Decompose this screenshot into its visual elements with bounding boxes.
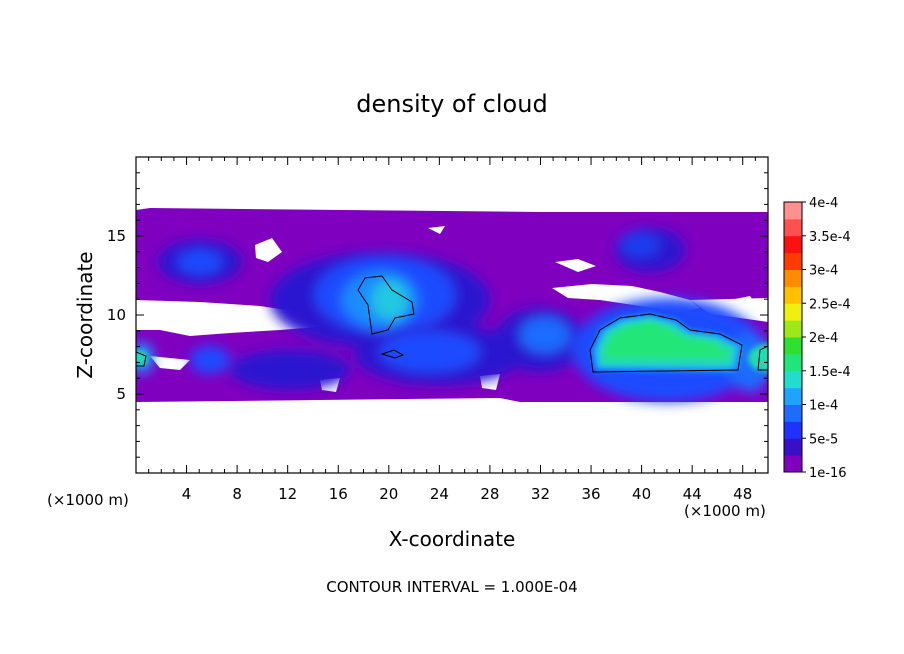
z-tick-label: 5 <box>116 385 126 403</box>
x-axis-unit: (×1000 m) <box>684 502 766 520</box>
colorbar-swatch <box>784 235 802 254</box>
colorbar-swatch <box>784 455 802 473</box>
x-tick-label: 20 <box>379 485 398 503</box>
x-axis-label: X-coordinate <box>389 527 516 551</box>
colorbar-swatch <box>784 337 802 355</box>
colorbar-swatch <box>784 286 802 304</box>
colorbar-label: 1e-16 <box>809 466 847 481</box>
x-origin-unit: (×1000 m) <box>47 491 129 509</box>
z-axis-label: Z-coordinate <box>73 251 97 378</box>
x-tick-label: 36 <box>581 485 600 503</box>
colorbar-swatch <box>784 303 802 321</box>
chart-title: density of cloud <box>356 90 547 118</box>
x-tick-label: 48 <box>733 485 752 503</box>
z-axis-ticks: 5 10 15 <box>107 156 768 474</box>
x-tick-label: 4 <box>182 485 192 503</box>
z-tick-label: 15 <box>107 227 126 245</box>
colorbar-label: 5e-5 <box>809 432 838 447</box>
x-tick-label: 24 <box>430 485 449 503</box>
x-tick-label: 44 <box>683 485 702 503</box>
x-axis-ticks: 4 8 12 16 20 24 28 32 36 40 44 48 <box>135 157 769 503</box>
x-tick-label: 28 <box>480 485 499 503</box>
colorbar-label: 3e-4 <box>809 264 838 279</box>
x-tick-label: 16 <box>329 485 348 503</box>
colorbar-swatch <box>784 387 802 405</box>
x-tick-label: 8 <box>232 485 242 503</box>
colorbar-label: 1.5e-4 <box>809 365 851 380</box>
contour-lines <box>136 275 768 373</box>
colorbar-swatch <box>784 252 802 270</box>
x-tick-label: 32 <box>531 485 550 503</box>
colorbar-swatch <box>784 202 802 220</box>
density-field <box>136 157 768 473</box>
z-tick-label: 10 <box>107 306 126 324</box>
cloud-core <box>136 314 768 372</box>
colorbar-swatch <box>784 404 802 422</box>
colorbar-label: 2e-4 <box>809 331 838 346</box>
colorbar-label: 1e-4 <box>809 399 838 414</box>
colorbar-swatch <box>784 218 802 237</box>
colorbar-swatch <box>784 438 802 456</box>
colorbar-swatch <box>784 353 802 372</box>
colorbar-swatch <box>784 320 802 338</box>
colorbar-swatch <box>784 421 802 439</box>
colorbar-label: 2.5e-4 <box>809 297 851 312</box>
colorbar-label: 4e-4 <box>809 196 838 211</box>
x-tick-label: 12 <box>278 485 297 503</box>
x-tick-label: 40 <box>632 485 651 503</box>
colorbar-swatch <box>784 269 802 287</box>
colorbar: 1e-16 5e-5 1e-4 1.5e-4 2e-4 2.5e-4 3e-4 3.5e-4 4… <box>783 196 851 481</box>
colorbar-label: 3.5e-4 <box>809 230 851 245</box>
colorbar-swatch <box>784 370 802 389</box>
contour-interval-note: CONTOUR INTERVAL = 1.000E-04 <box>326 578 577 596</box>
